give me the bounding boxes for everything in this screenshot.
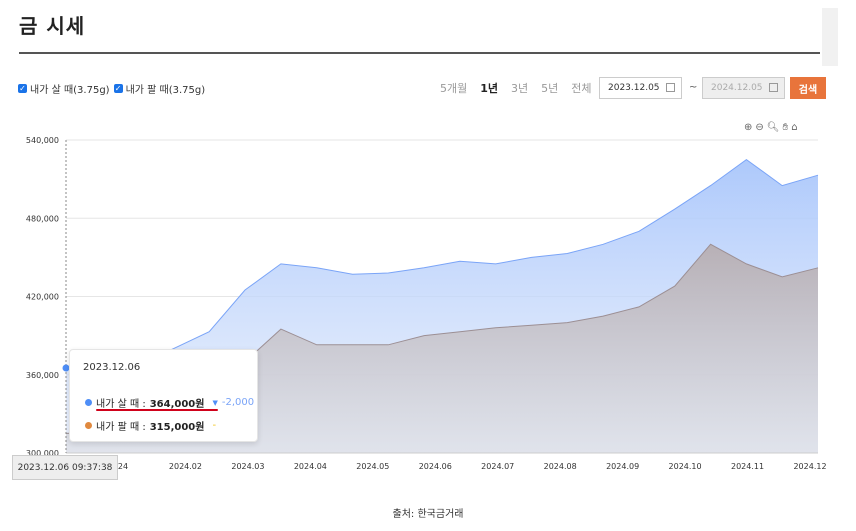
y-tick-label: 360,000	[26, 371, 59, 380]
red-underline	[96, 409, 218, 411]
x-tick-label: 2024.10	[669, 462, 702, 471]
period-tab[interactable]: 3년	[511, 82, 529, 95]
calendar-icon[interactable]	[769, 83, 778, 92]
tooltip-sell-value: 315,000원	[149, 422, 205, 433]
date-separator: ~	[689, 82, 698, 93]
down-arrow-icon: ▼	[212, 398, 218, 407]
chart-toolbar: ⊕ ⊖ 🔍︎ ✋︎ ⌂	[744, 122, 801, 133]
tooltip-buy-value: 364,000원	[149, 399, 205, 410]
x-tick-label: 2024.05	[356, 462, 389, 471]
buy-checkbox-label[interactable]: 내가 살 때(3.75g)	[30, 85, 110, 96]
x-tick-label: 2024.03	[231, 462, 264, 471]
x-tick-label: 2024.12	[793, 462, 826, 471]
end-date-value: 2024.12.05	[711, 83, 763, 93]
magnifier-icon[interactable]: 🔍︎	[766, 122, 780, 133]
crosshair-time-label: 2023.12.06 09:37:38	[12, 455, 118, 480]
end-date-input[interactable]: 2024.12.05	[702, 77, 785, 99]
y-tick-label: 420,000	[26, 293, 59, 302]
period-tab[interactable]: 전체	[571, 82, 592, 95]
tooltip-buy-row: 내가 살 때 : 364,000원 ▼ -2,000	[85, 395, 254, 410]
tooltip-sell-label: 내가 팔 때 :	[96, 422, 146, 433]
y-tick-label: 300,000	[26, 449, 59, 458]
hover-point	[62, 364, 70, 372]
period-tabs: 5개월 1년 3년 5년 전체	[440, 80, 605, 96]
search-button[interactable]: 검색	[790, 77, 826, 99]
tooltip-date: 2023.12.06	[83, 362, 141, 373]
sell-checkbox-label[interactable]: 내가 팔 때(3.75g)	[125, 85, 206, 96]
pan-hand-icon[interactable]: ✋︎	[782, 122, 789, 133]
series-toggles: ✓ 내가 살 때(3.75g) ✓ 내가 팔 때(3.75g)	[18, 81, 209, 96]
sell-checkbox[interactable]: ✓	[113, 84, 123, 93]
source-caption: 출처: 한국금거래	[392, 509, 464, 520]
x-tick-label: 24	[118, 462, 128, 471]
period-tab[interactable]: 5개월	[440, 82, 468, 95]
tooltip-sell-change: -	[212, 420, 217, 431]
home-reset-icon[interactable]: ⌂	[791, 122, 798, 133]
x-tick-label: 2024.04	[294, 462, 327, 471]
zoom-in-icon[interactable]: ⊕	[744, 122, 753, 133]
title-divider	[19, 52, 820, 54]
calendar-icon[interactable]	[666, 83, 675, 92]
x-tick-label: 2024.06	[419, 462, 452, 471]
page-title: 금 시세	[19, 14, 86, 38]
start-date-value: 2023.12.05	[608, 83, 660, 93]
period-tab[interactable]: 5년	[541, 82, 559, 95]
buy-checkbox[interactable]: ✓	[18, 84, 27, 93]
x-tick-label: 2024.11	[731, 462, 764, 471]
period-tab-active[interactable]: 1년	[480, 82, 499, 95]
sell-dot-icon	[85, 422, 92, 429]
x-tick-label: 2024.08	[544, 462, 577, 471]
tooltip-sell-row: 내가 팔 때 : 315,000원 -	[85, 418, 216, 433]
x-tick-label: 2024.07	[481, 462, 514, 471]
zoom-out-icon[interactable]: ⊖	[755, 122, 764, 133]
buy-dot-icon	[85, 399, 92, 406]
tooltip-buy-change: -2,000	[221, 397, 255, 408]
x-tick-label: 2024.09	[606, 462, 639, 471]
tooltip-buy-label: 내가 살 때 :	[96, 399, 146, 410]
hover-tooltip: 2023.12.06 내가 살 때 : 364,000원 ▼ -2,000 내가…	[69, 349, 258, 442]
scrollbar[interactable]	[822, 8, 838, 66]
start-date-input[interactable]: 2023.12.05	[599, 77, 682, 99]
y-tick-label: 480,000	[26, 214, 59, 223]
y-tick-label: 540,000	[26, 136, 59, 145]
x-tick-label: 2024.02	[169, 462, 202, 471]
buy-line	[65, 158, 819, 370]
